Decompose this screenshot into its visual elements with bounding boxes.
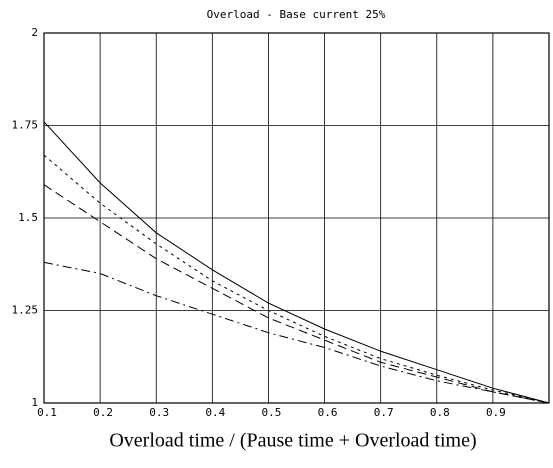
x-tick-label: 0.6 bbox=[318, 406, 338, 419]
series-line bbox=[43, 121, 550, 404]
series-line bbox=[43, 184, 550, 404]
x-tick-label: 0.9 bbox=[486, 406, 506, 419]
series-line bbox=[43, 261, 550, 404]
chart-title: Overload - Base current 25% bbox=[207, 8, 386, 21]
x-tick-label: 0.5 bbox=[262, 406, 282, 419]
y-tick-label: 1.25 bbox=[12, 304, 39, 317]
y-tick-label: 1.5 bbox=[18, 211, 38, 224]
y-tick-label: 2 bbox=[31, 26, 38, 39]
x-tick-label: 0.3 bbox=[149, 406, 169, 419]
y-tick-label: 1 bbox=[31, 396, 38, 409]
x-tick-label: 0.2 bbox=[93, 406, 113, 419]
x-tick-label: 0.1 bbox=[37, 406, 57, 419]
x-tick-label: 0.8 bbox=[430, 406, 450, 419]
x-tick-label: 0.4 bbox=[205, 406, 225, 419]
series-line bbox=[43, 154, 550, 404]
x-axis-label: Overload time / (Pause time + Overload t… bbox=[109, 430, 476, 452]
x-tick-label: 0.7 bbox=[374, 406, 394, 419]
y-tick-label: 1.75 bbox=[12, 119, 39, 132]
